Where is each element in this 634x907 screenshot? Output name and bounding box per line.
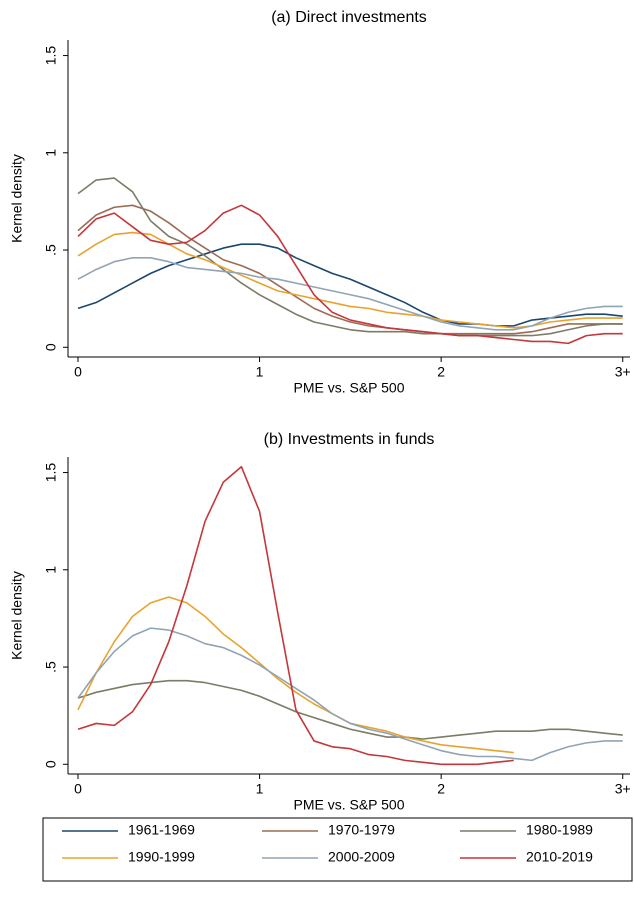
y-tick-label: 1.5 (43, 46, 59, 66)
series-line (77, 257, 623, 331)
legend-label: 1990-1999 (128, 849, 195, 865)
x-axis-title: PME vs. S&P 500 (293, 797, 404, 813)
x-axis-title: PME vs. S&P 500 (293, 380, 404, 396)
x-tick-label: 0 (74, 364, 82, 380)
y-tick-label: 1.5 (43, 463, 59, 483)
series-line (77, 627, 623, 762)
legend-label: 2010-2019 (526, 849, 593, 865)
series-line (77, 596, 514, 754)
x-tick-label: 2 (437, 364, 445, 380)
x-tick-label: 3+ (615, 364, 631, 380)
y-tick-label: 0 (43, 760, 59, 768)
series-line (77, 204, 623, 335)
series-line (77, 231, 623, 329)
x-tick-label: 3+ (615, 781, 631, 797)
y-tick-label: 1 (43, 149, 59, 157)
y-tick-label: .5 (43, 661, 59, 673)
legend-label: 1970-1979 (328, 822, 395, 838)
x-tick-label: 2 (437, 781, 445, 797)
legend-box (42, 817, 633, 882)
legend-label: 1980-1989 (526, 822, 593, 838)
y-axis-title: Kernel density (9, 571, 25, 660)
x-tick-label: 0 (74, 781, 82, 797)
x-tick-label: 1 (256, 364, 264, 380)
series-line (77, 465, 514, 766)
chart-title: (b) Investments in funds (264, 431, 435, 448)
series-line (77, 243, 623, 327)
y-tick-label: .5 (43, 244, 59, 256)
x-tick-label: 1 (256, 781, 264, 797)
legend-label: 2000-2009 (328, 849, 395, 865)
y-tick-label: 0 (43, 343, 59, 351)
series-line (77, 204, 623, 345)
y-axis-title: Kernel density (9, 154, 25, 243)
series-line (77, 177, 623, 337)
chart-title: (a) Direct investments (271, 9, 427, 26)
legend-label: 1961-1969 (128, 822, 195, 838)
y-tick-label: 1 (43, 566, 59, 574)
series-line (77, 679, 623, 740)
